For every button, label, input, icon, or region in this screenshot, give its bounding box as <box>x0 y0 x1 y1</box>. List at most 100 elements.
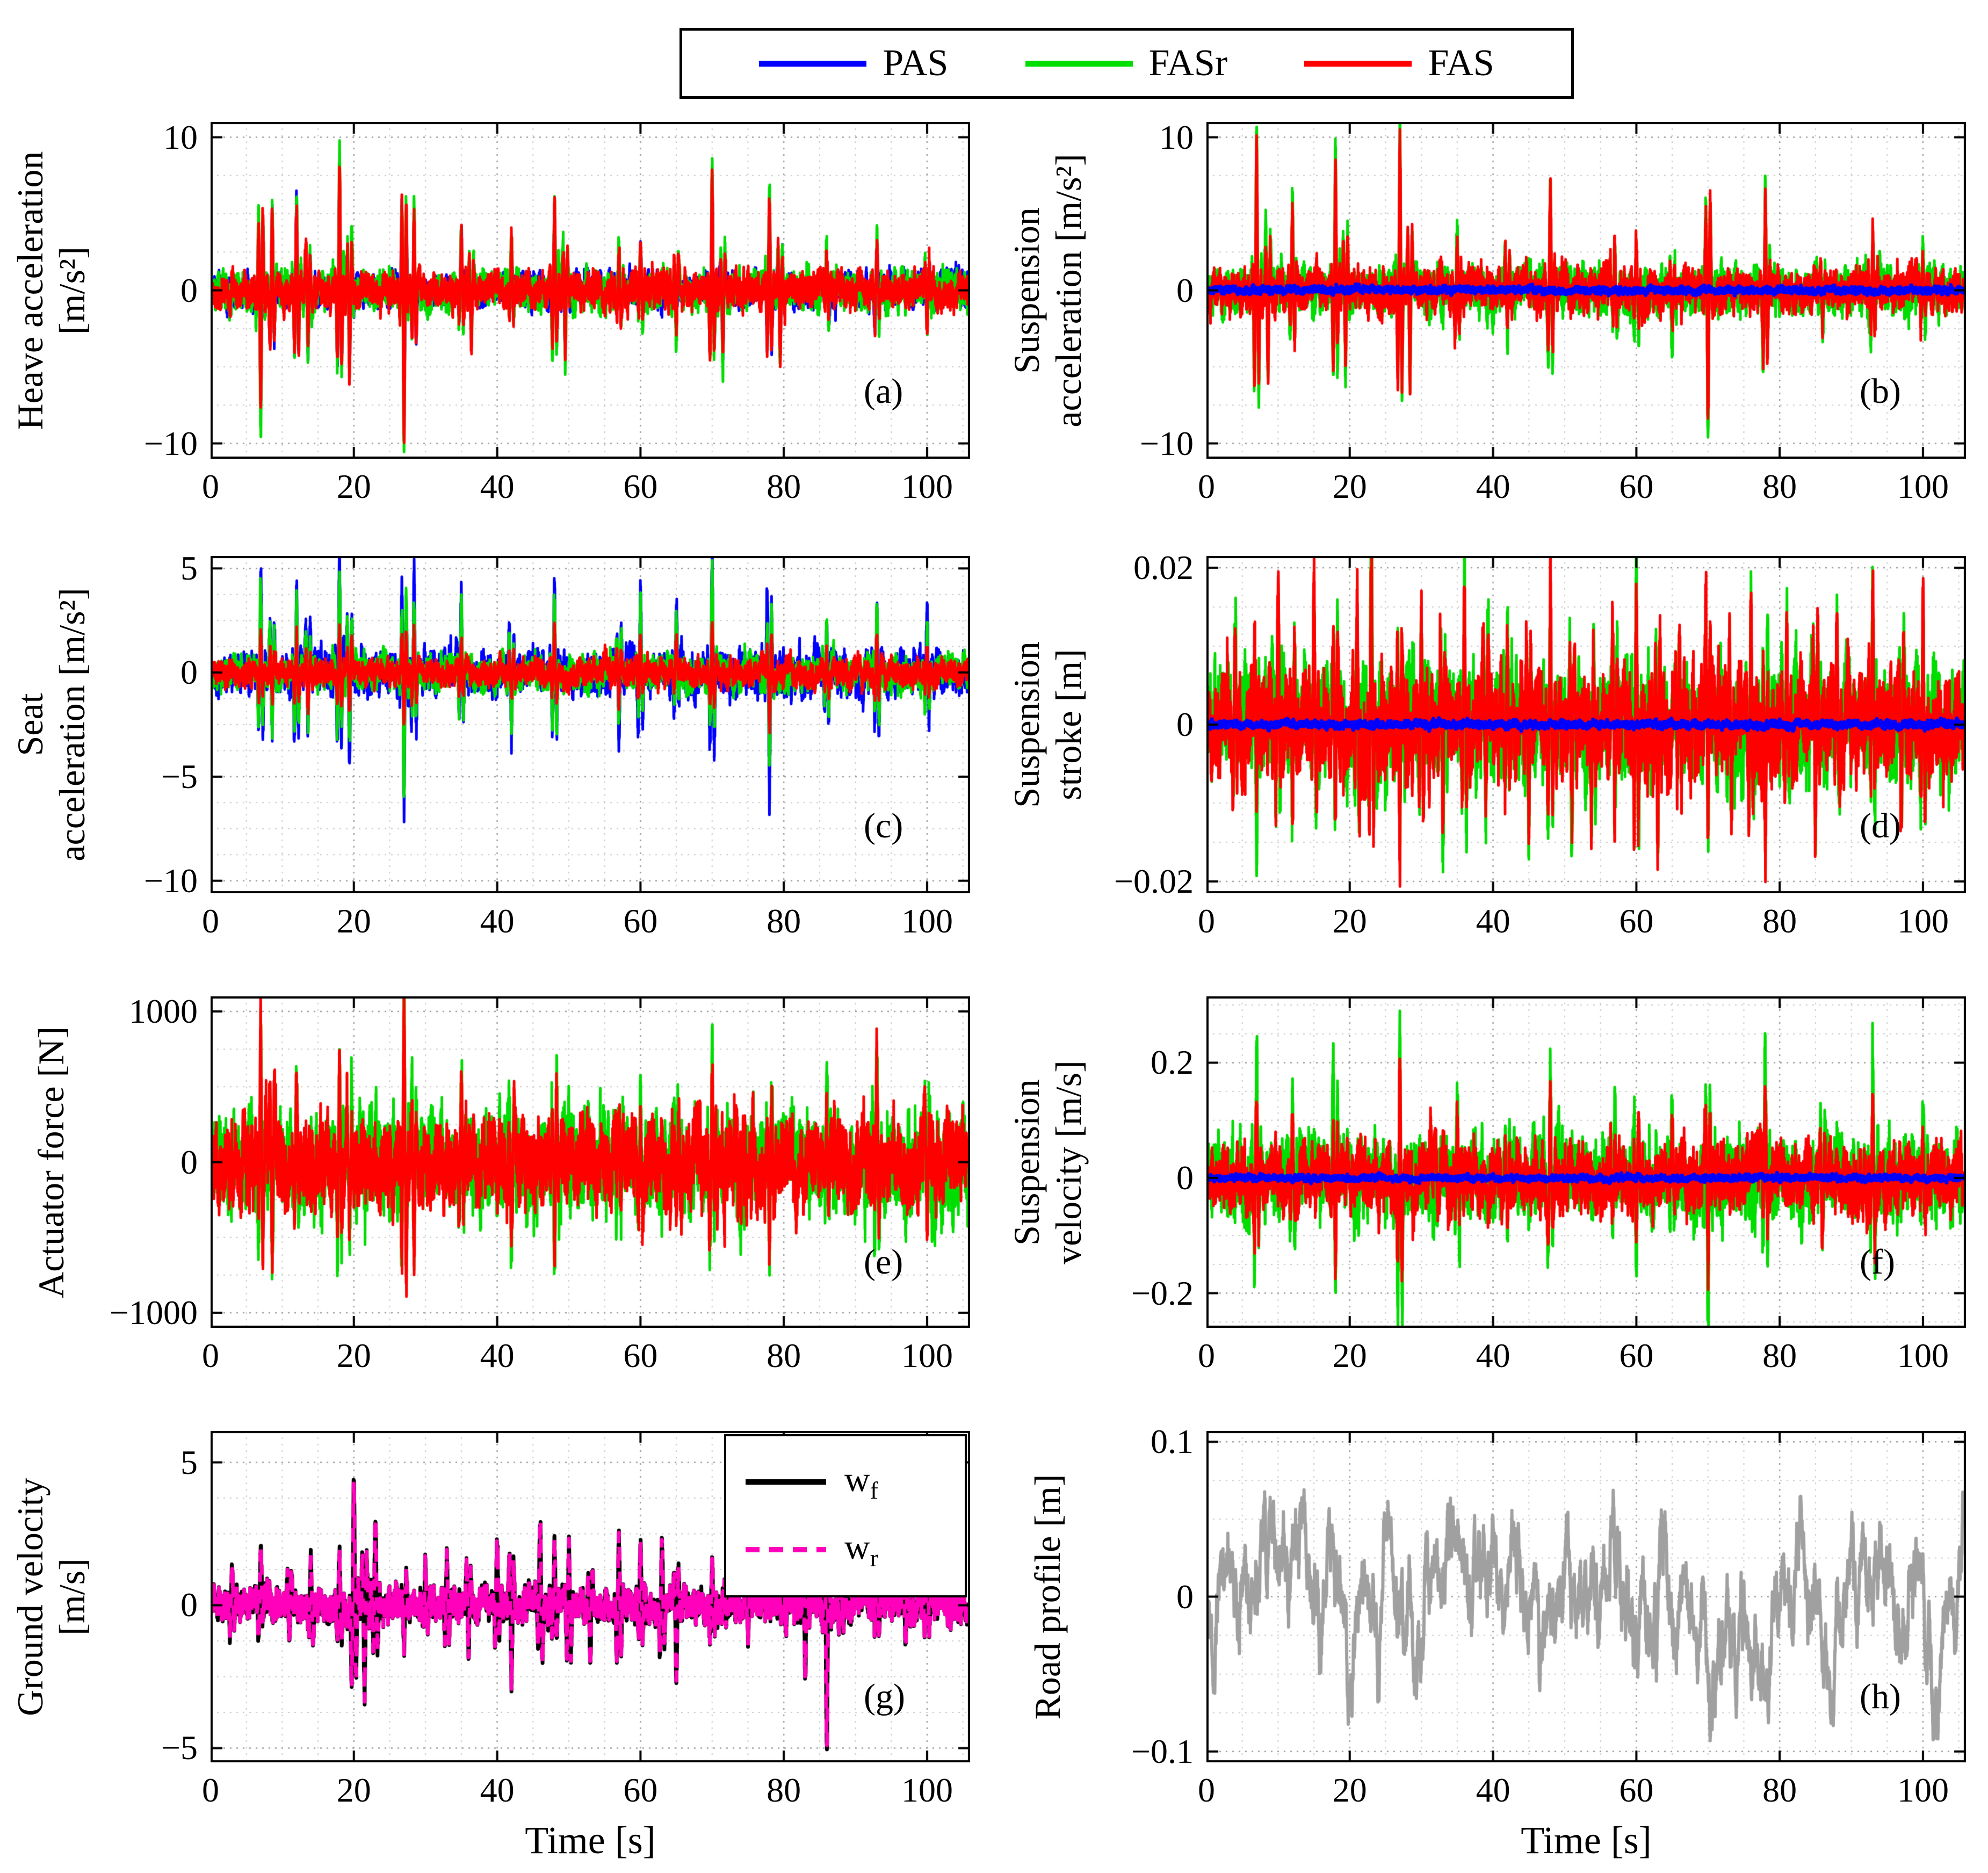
legend-line-fas-icon <box>1304 60 1412 67</box>
x-tick-label-c-4: 80 <box>767 902 801 940</box>
x-tick-label-e-4: 80 <box>767 1336 801 1375</box>
y-tick-label-a-0: −10 <box>143 424 198 462</box>
plot-canvas-f <box>1206 996 1966 1328</box>
x-tick-label-a-3: 60 <box>623 467 658 505</box>
x-tick-label-h-4: 80 <box>1762 1771 1797 1809</box>
panel-letter-d: (d) <box>1860 806 1901 845</box>
x-tick-label-c-2: 40 <box>480 902 515 940</box>
x-tick-label-b-3: 60 <box>1619 467 1654 505</box>
x-tick-label-c-5: 100 <box>901 902 953 940</box>
x-tick-label-g-5: 100 <box>901 1771 953 1809</box>
x-tick-label-a-4: 80 <box>767 467 801 505</box>
x-tick-label-f-0: 0 <box>1198 1336 1215 1375</box>
y-tick-label-c-1: −5 <box>161 757 198 796</box>
ylabel-c: Seat acceleration [m/s²] <box>9 588 92 862</box>
y-tick-label-h-2: 0.1 <box>1151 1422 1194 1461</box>
y-tick-label-f-2: 0.2 <box>1151 1043 1194 1082</box>
legend-label-pas: PAS <box>883 42 949 84</box>
x-tick-label-f-5: 100 <box>1897 1336 1949 1375</box>
x-tick-label-d-1: 20 <box>1332 902 1367 940</box>
x-tick-label-e-1: 20 <box>336 1336 371 1375</box>
y-tick-label-e-1: 0 <box>180 1142 198 1181</box>
x-tick-label-e-3: 60 <box>623 1336 658 1375</box>
x-tick-label-c-3: 60 <box>623 902 658 940</box>
x-tick-label-h-3: 60 <box>1619 1771 1654 1809</box>
x-tick-label-a-0: 0 <box>202 467 219 505</box>
x-tick-label-d-2: 40 <box>1476 902 1510 940</box>
ylabel-g: Ground velocity [m/s] <box>9 1477 92 1716</box>
panel-letter-h: (h) <box>1860 1676 1901 1716</box>
y-tick-label-h-1: 0 <box>1176 1577 1194 1616</box>
panel-letter-e: (e) <box>864 1242 903 1282</box>
x-tick-label-g-2: 40 <box>480 1771 515 1809</box>
inner-legend-g: wf wr <box>724 1434 967 1597</box>
x-tick-label-g-0: 0 <box>202 1771 219 1809</box>
x-tick-label-b-4: 80 <box>1762 467 1797 505</box>
x-tick-label-b-1: 20 <box>1332 467 1367 505</box>
legend-label-fas: FAS <box>1428 42 1494 84</box>
x-tick-label-f-3: 60 <box>1619 1336 1654 1375</box>
inner-legend-sub-f: f <box>870 1476 878 1504</box>
panel-letter-b: (b) <box>1860 371 1901 411</box>
inner-legend-line-r-icon <box>746 1547 826 1553</box>
inner-legend-line-f-icon <box>746 1479 826 1485</box>
xlabel-h: Time [s] <box>1521 1819 1652 1862</box>
y-tick-label-a-2: 10 <box>163 118 198 156</box>
ylabel-f: Suspension velocity [m/s] <box>1006 1060 1089 1264</box>
plot-canvas-h <box>1206 1431 1966 1762</box>
y-tick-label-b-2: 10 <box>1159 118 1194 156</box>
x-tick-label-b-5: 100 <box>1897 467 1949 505</box>
legend-label-fasr: FASr <box>1148 42 1228 84</box>
x-tick-label-e-5: 100 <box>901 1336 953 1375</box>
plot-canvas-a <box>211 122 970 459</box>
y-tick-label-d-2: 0.02 <box>1133 548 1194 587</box>
x-tick-label-h-1: 20 <box>1332 1771 1367 1809</box>
main-legend: PAS FASr FAS <box>679 28 1574 99</box>
y-tick-label-f-0: −0.2 <box>1131 1274 1194 1312</box>
inner-legend-item-w-f: wf <box>746 1459 965 1505</box>
x-tick-label-a-2: 40 <box>480 467 515 505</box>
y-tick-label-g-2: 5 <box>180 1443 198 1481</box>
panel-letter-g: (g) <box>864 1676 905 1716</box>
y-tick-label-d-0: −0.02 <box>1114 862 1194 901</box>
y-tick-label-h-0: −0.1 <box>1131 1732 1194 1770</box>
ylabel-a: Heave acceleration [m/s²] <box>9 150 92 430</box>
ylabel-d: Suspension stroke [m] <box>1006 641 1089 808</box>
legend-item-pas: PAS <box>759 42 948 85</box>
ylabel-b: Suspension acceleration [m/s²] <box>1006 153 1089 428</box>
x-tick-label-e-0: 0 <box>202 1336 219 1375</box>
inner-legend-label-r: wr <box>844 1528 878 1572</box>
plot-canvas-e <box>211 996 970 1328</box>
x-tick-label-e-2: 40 <box>480 1336 515 1375</box>
x-tick-label-f-1: 20 <box>1332 1336 1367 1375</box>
legend-line-fasr-icon <box>1025 60 1133 67</box>
x-tick-label-c-1: 20 <box>336 902 371 940</box>
x-tick-label-f-4: 80 <box>1762 1336 1797 1375</box>
y-tick-label-g-0: −5 <box>161 1729 198 1767</box>
x-tick-label-d-4: 80 <box>1762 902 1797 940</box>
x-tick-label-h-5: 100 <box>1897 1771 1949 1809</box>
x-tick-label-g-3: 60 <box>623 1771 658 1809</box>
xlabel-g: Time [s] <box>525 1819 656 1862</box>
y-tick-label-c-3: 5 <box>180 549 198 588</box>
y-tick-label-g-1: 0 <box>180 1586 198 1624</box>
y-tick-label-e-2: 1000 <box>129 992 198 1031</box>
x-tick-label-f-2: 40 <box>1476 1336 1510 1375</box>
y-tick-label-b-0: −10 <box>1139 424 1194 462</box>
x-tick-label-d-3: 60 <box>1619 902 1654 940</box>
x-tick-label-d-5: 100 <box>1897 902 1949 940</box>
x-tick-label-b-0: 0 <box>1198 467 1215 505</box>
x-tick-label-b-2: 40 <box>1476 467 1510 505</box>
x-tick-label-h-0: 0 <box>1198 1771 1215 1809</box>
legend-item-fasr: FASr <box>1025 42 1228 85</box>
y-tick-label-c-0: −10 <box>143 861 198 900</box>
ylabel-h: Road profile [m] <box>1026 1474 1068 1719</box>
inner-legend-item-w-r: wr <box>746 1527 965 1572</box>
plot-canvas-c <box>211 556 970 893</box>
y-tick-label-b-1: 0 <box>1176 271 1194 309</box>
y-tick-label-c-2: 0 <box>180 653 198 692</box>
x-tick-label-a-5: 100 <box>901 467 953 505</box>
panel-letter-c: (c) <box>864 806 903 845</box>
y-tick-label-d-1: 0 <box>1176 705 1194 743</box>
